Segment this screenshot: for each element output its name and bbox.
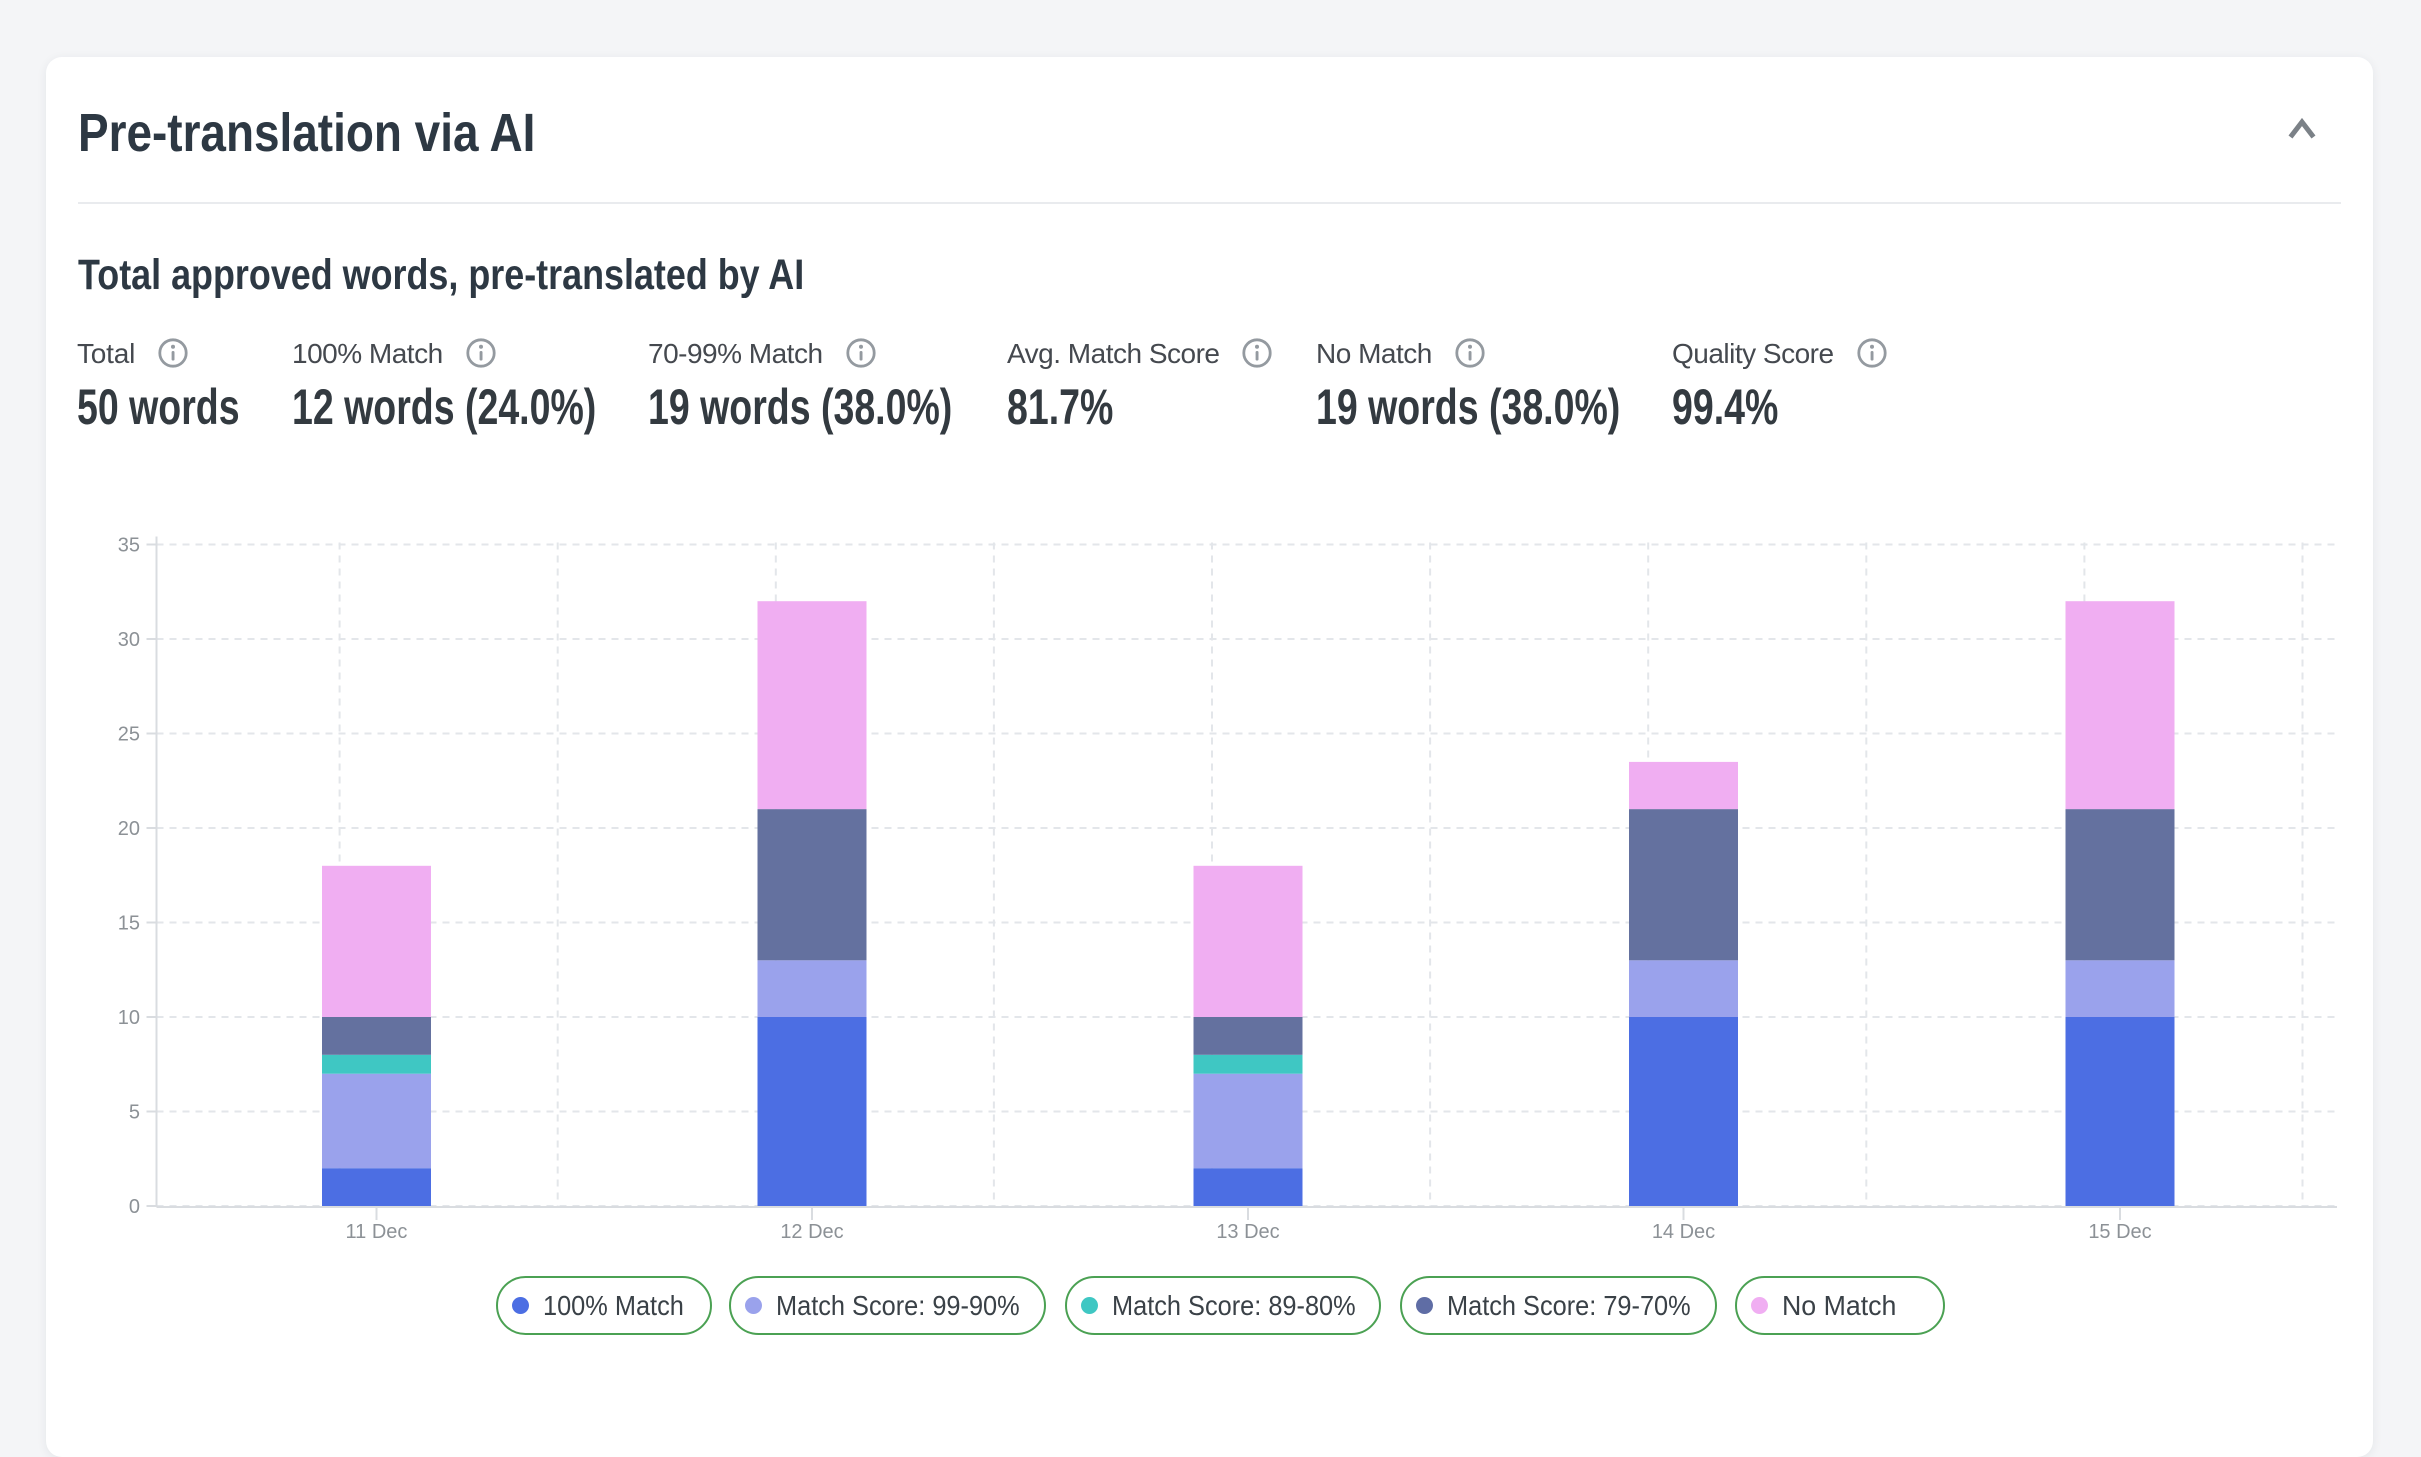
svg-text:10: 10 (118, 1007, 140, 1029)
svg-text:30: 30 (118, 629, 140, 651)
svg-text:13 Dec: 13 Dec (1216, 1221, 1279, 1243)
svg-text:0: 0 (129, 1196, 140, 1218)
svg-text:25: 25 (118, 724, 140, 746)
svg-text:11 Dec: 11 Dec (346, 1221, 408, 1243)
svg-text:5: 5 (129, 1102, 140, 1124)
svg-text:15: 15 (118, 913, 140, 935)
svg-text:12 Dec: 12 Dec (780, 1221, 843, 1243)
svg-text:15 Dec: 15 Dec (2088, 1221, 2151, 1243)
svg-text:14 Dec: 14 Dec (1652, 1221, 1715, 1243)
svg-text:35: 35 (118, 535, 140, 557)
svg-text:20: 20 (118, 818, 140, 840)
